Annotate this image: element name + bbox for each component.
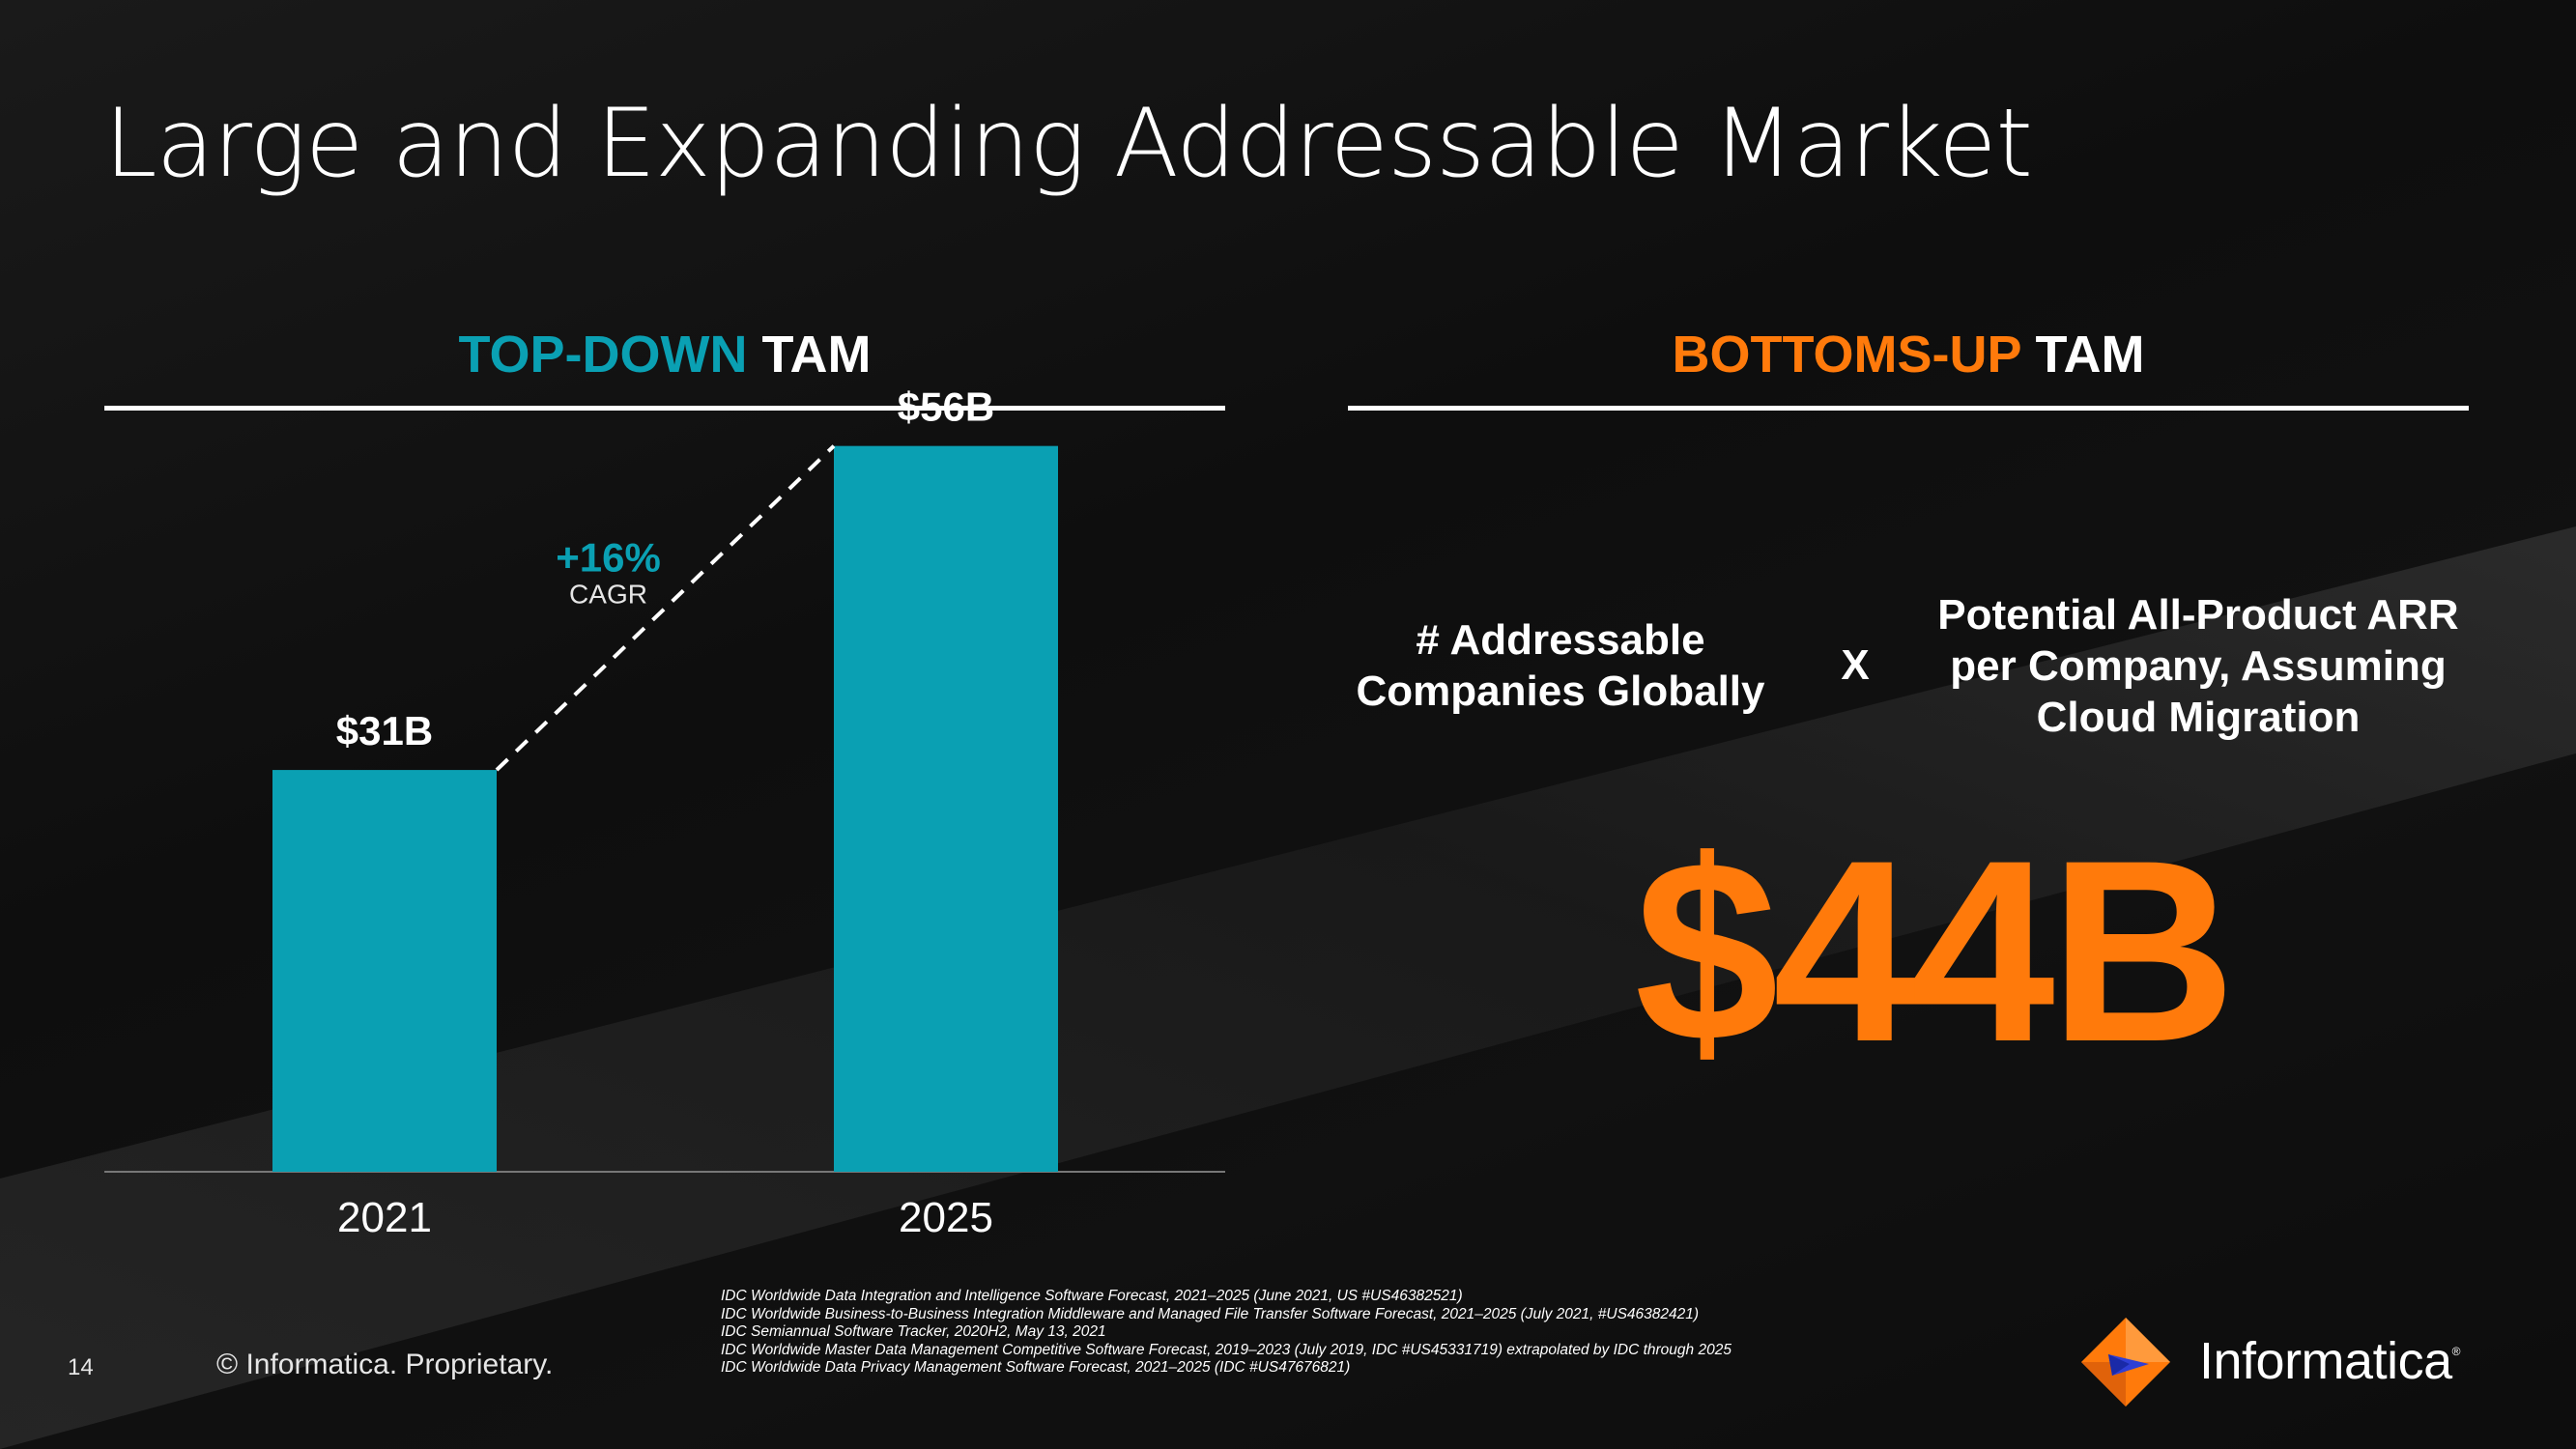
term1-line-1: # Addressable [1416,616,1705,664]
top-down-heading-highlight: TOP-DOWN [458,326,748,384]
x-tick-label: 2025 [899,1194,993,1241]
term2-line-1: Potential All-Product ARR [1937,591,2459,639]
bar-value-label: $31B [336,708,433,753]
arr-per-company-term: Potential All-Product ARR per Company, A… [1894,589,2503,743]
source-line: IDC Worldwide Data Integration and Intel… [721,1288,1463,1304]
bar-2021 [272,770,497,1172]
addressable-companies-term: # Addressable Companies Globally [1333,614,1788,717]
top-down-heading-rest: TAM [761,326,872,384]
bottoms-up-tam-value: $44B [1634,806,2237,1095]
informatica-logo-icon [2081,1318,2170,1406]
bottoms-up-heading: BOTTOMS-UP TAM [1348,325,2469,384]
cagr-value: +16% [556,534,661,580]
bar-2025 [834,445,1058,1173]
registered-mark: ® [2451,1345,2461,1358]
page-title: Large and Expanding Addressable Market [104,89,2033,199]
page-number: 14 [68,1354,94,1380]
term2-line-2: per Company, Assuming [1950,642,2447,690]
cagr-label: CAGR [569,579,647,609]
left-section-divider [104,406,1225,411]
source-line: IDC Worldwide Data Privacy Management So… [721,1359,1351,1376]
term1-line-2: Companies Globally [1356,668,1765,715]
right-section-divider [1348,406,2469,411]
copyright-notice: © Informatica. Proprietary. [216,1349,554,1380]
x-tick-label: 2021 [337,1194,432,1241]
source-line: IDC Semiannual Software Tracker, 2020H2,… [721,1323,1106,1340]
bottoms-up-heading-rest: TAM [2035,326,2145,384]
bar-value-label: $56B [898,384,994,430]
multiply-operator: X [1841,641,1870,689]
cagr-trend-line [495,444,836,772]
logo-text: Informatica [2199,1332,2452,1390]
top-down-heading: TOP-DOWN TAM [104,325,1225,384]
term2-line-3: Cloud Migration [2036,694,2361,741]
source-footnotes: IDC Worldwide Data Integration and Intel… [721,1288,1732,1378]
informatica-wordmark: Informatica® [2199,1331,2460,1391]
bottoms-up-heading-highlight: BOTTOMS-UP [1672,326,2021,384]
source-line: IDC Worldwide Master Data Management Com… [721,1341,1732,1358]
source-line: IDC Worldwide Business-to-Business Integ… [721,1305,1700,1322]
